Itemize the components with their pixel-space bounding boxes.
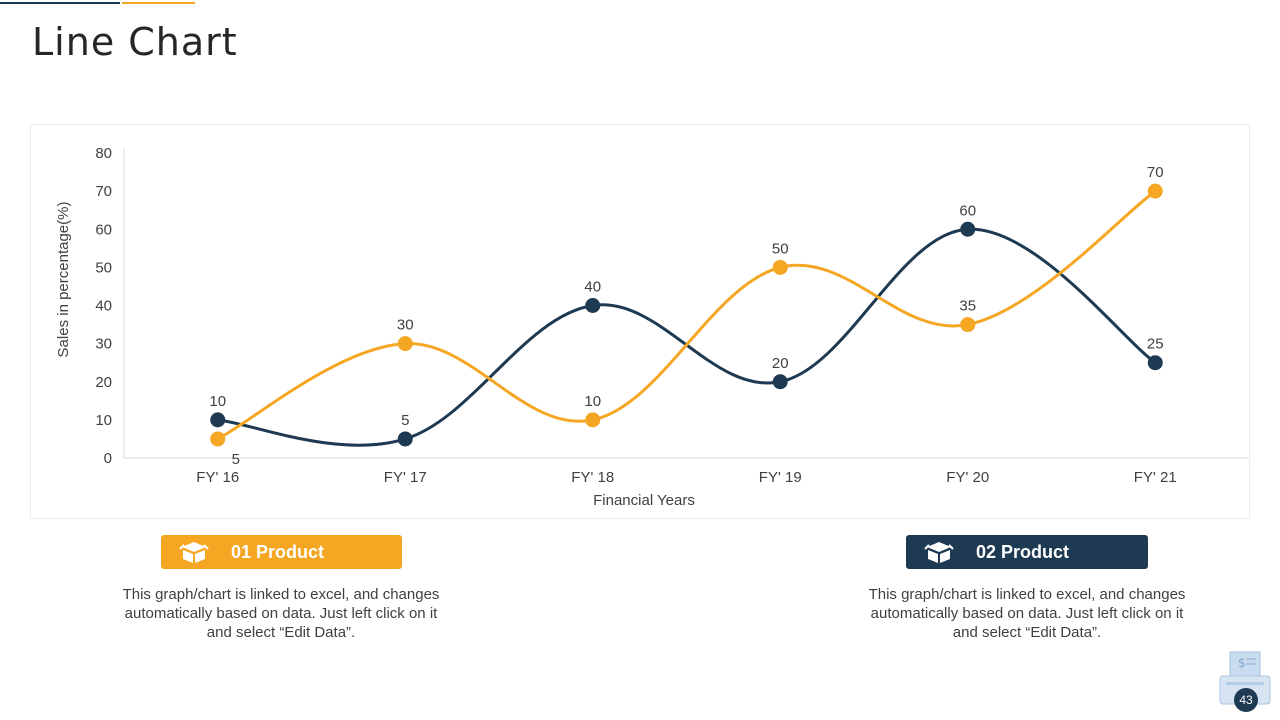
series-1-line bbox=[217, 227, 1157, 447]
y-axis-title: Sales in percentage(%) bbox=[55, 202, 72, 358]
series-2-point bbox=[585, 412, 601, 428]
series-1-point bbox=[772, 374, 788, 390]
box-icon bbox=[924, 542, 954, 563]
x-tick-label: FY' 16 bbox=[196, 469, 239, 486]
y-tick-label: 80 bbox=[95, 145, 112, 162]
series-1-data-label: 60 bbox=[959, 202, 976, 219]
x-tick-label: FY' 20 bbox=[946, 469, 989, 486]
line-chart[interactable]: 0 10 20 30 40 50 60 70 80 FY' 16 FY' 17 FY' 18 FY' 1… bbox=[31, 125, 1249, 518]
box-icon bbox=[179, 542, 209, 563]
top-accent-line-orange bbox=[122, 2, 195, 4]
product-01-badge[interactable]: 01 Product bbox=[161, 535, 402, 569]
series-1-data-label: 5 bbox=[401, 412, 409, 429]
series-1-point bbox=[397, 431, 413, 447]
series-1-point bbox=[585, 298, 601, 313]
product-02-badge[interactable]: 02 Product bbox=[906, 535, 1148, 569]
product-01-description: This graph/chart is linked to excel, and… bbox=[122, 586, 440, 641]
series-2-line bbox=[217, 189, 1157, 441]
y-tick-label: 60 bbox=[95, 221, 112, 238]
x-tick-label: FY' 21 bbox=[1134, 469, 1177, 486]
y-tick-label: 50 bbox=[95, 259, 112, 276]
series-1-point bbox=[1147, 355, 1163, 371]
series-2-point bbox=[210, 431, 226, 447]
x-tick-label: FY' 17 bbox=[384, 469, 427, 486]
series-1-data-label: 10 bbox=[209, 393, 226, 410]
x-tick-label: FY' 19 bbox=[759, 469, 802, 486]
page-title: Line Chart bbox=[32, 20, 238, 64]
product-02-description: This graph/chart is linked to excel, and… bbox=[868, 586, 1186, 641]
svg-text:$: $ bbox=[1238, 656, 1246, 670]
line-chart-panel[interactable]: 0 10 20 30 40 50 60 70 80 FY' 16 FY' 17 FY' 18 FY' 1… bbox=[30, 124, 1250, 519]
series-2-point bbox=[772, 259, 788, 275]
series-2-data-label: 50 bbox=[772, 240, 789, 257]
series-2-data-label: 35 bbox=[959, 298, 976, 315]
series-1-point bbox=[210, 412, 226, 428]
y-tick-label: 40 bbox=[95, 298, 112, 315]
series-2-data-label: 70 bbox=[1147, 164, 1164, 181]
series-1-data-label: 20 bbox=[772, 355, 789, 372]
series-2-point bbox=[1147, 183, 1163, 199]
series-1-data-label: 25 bbox=[1147, 336, 1164, 353]
series-1-point bbox=[960, 221, 976, 237]
y-tick-label: 10 bbox=[95, 412, 112, 429]
product-02-label: 02 Product bbox=[976, 541, 1070, 562]
y-tick-label: 70 bbox=[95, 183, 112, 200]
y-tick-label: 20 bbox=[95, 374, 112, 391]
series-2-data-label: 5 bbox=[232, 451, 240, 468]
y-tick-label: 0 bbox=[104, 450, 112, 467]
top-accent-line-dark bbox=[0, 2, 120, 4]
series-2-point bbox=[397, 336, 413, 352]
x-tick-label: FY' 18 bbox=[571, 469, 614, 486]
page-number: 43 bbox=[1234, 688, 1258, 712]
series-2-data-label: 10 bbox=[584, 393, 601, 410]
product-01-label: 01 Product bbox=[231, 541, 325, 562]
x-axis-title: Financial Years bbox=[593, 492, 695, 509]
series-2-data-label: 30 bbox=[397, 317, 414, 334]
series-1-data-label: 40 bbox=[584, 279, 601, 296]
series-2-point bbox=[960, 317, 976, 333]
y-tick-label: 30 bbox=[95, 336, 112, 353]
